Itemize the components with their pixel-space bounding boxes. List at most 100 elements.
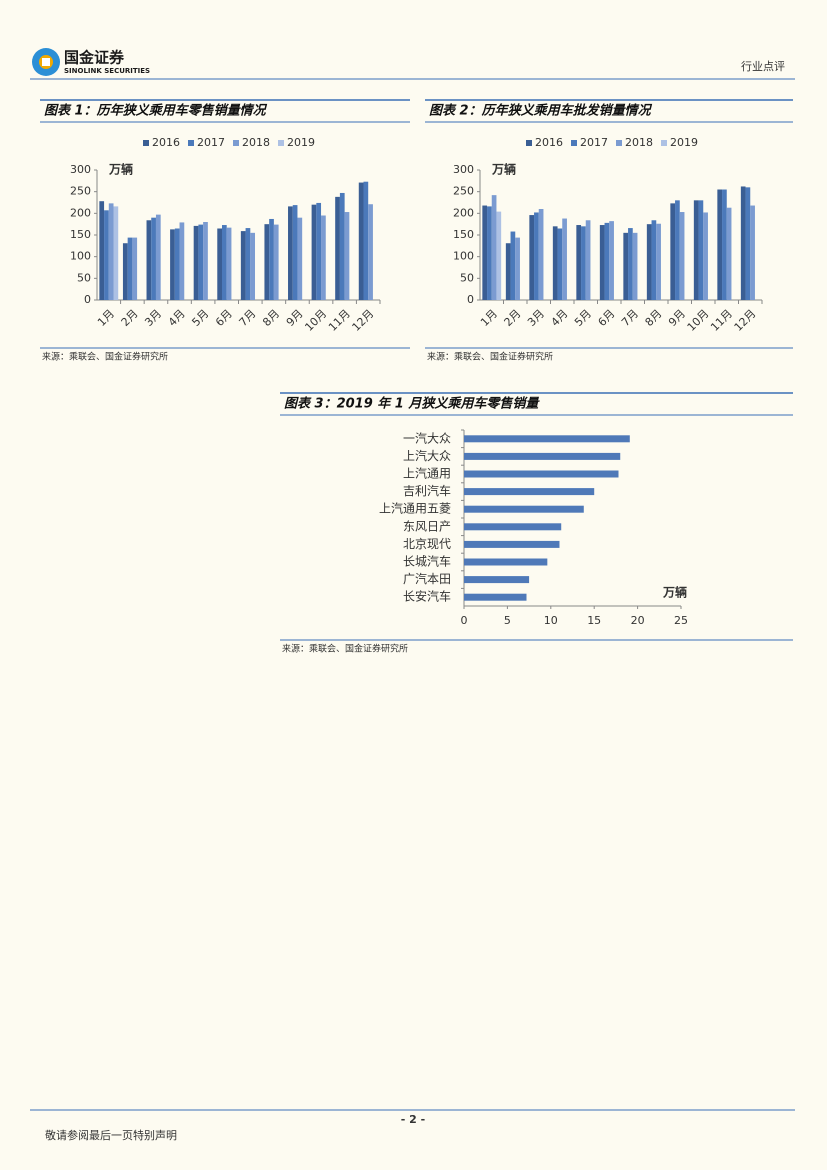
y-tick-label: 200 [70, 206, 91, 219]
legend-swatch [616, 140, 622, 146]
bar [510, 231, 516, 300]
x-tick-label: 7月 [619, 307, 641, 329]
bar [464, 540, 560, 548]
bar [581, 226, 586, 300]
bar [609, 221, 614, 300]
x-tick-label: 5月 [572, 307, 594, 329]
x-tick-label: 5月 [189, 307, 211, 329]
y-tick-label: 长城汽车 [403, 554, 451, 569]
x-tick-label: 11月 [708, 307, 735, 334]
logo-icon-square [42, 58, 50, 66]
bar [496, 211, 502, 300]
bar [538, 209, 544, 300]
bar [722, 189, 727, 300]
bar [651, 220, 657, 300]
bar [693, 200, 699, 300]
bar [604, 222, 610, 300]
x-tick-label: 10月 [302, 307, 329, 334]
bar [675, 200, 680, 300]
figure-title: 图表 3：2019 年 1 月狭义乘用车零售销量 [284, 396, 540, 412]
y-tick-label: 100 [453, 250, 474, 263]
x-axis-label: 万辆 [662, 585, 687, 600]
y-tick-label: 200 [453, 206, 474, 219]
x-tick-label: 2月 [502, 307, 524, 329]
bar [273, 224, 279, 300]
y-tick-label: 吉利汽车 [403, 483, 451, 498]
x-tick-label: 4月 [166, 307, 188, 329]
bar [108, 203, 114, 300]
x-tick-label: 11月 [326, 307, 353, 334]
bar [335, 196, 340, 300]
x-tick-label: 1月 [478, 307, 500, 329]
bar [193, 225, 199, 300]
x-tick-label: 7月 [237, 307, 259, 329]
bar [534, 212, 539, 300]
source: 来源：乘联会、国金证券研究所 [427, 351, 553, 363]
bar [698, 200, 704, 300]
bar [487, 206, 492, 300]
y-tick-label: 250 [453, 185, 474, 198]
bar [221, 225, 227, 300]
bar [623, 232, 629, 300]
x-tick-label: 6月 [213, 307, 235, 329]
bar [297, 217, 303, 300]
legend-label: 2019 [670, 136, 698, 149]
y-tick-label: 300 [70, 163, 91, 176]
bar [358, 182, 364, 300]
bar [344, 212, 350, 300]
y-tick-label: 上汽通用 [403, 466, 451, 481]
legend-label: 2019 [287, 136, 315, 149]
bar [552, 226, 558, 300]
bar [240, 231, 246, 300]
bar [726, 207, 732, 300]
y-tick-label: 250 [70, 185, 91, 198]
x-tick-label: 8月 [643, 307, 665, 329]
x-tick-label: 10月 [685, 307, 712, 334]
bar [127, 237, 133, 300]
legend-label: 2017 [197, 136, 225, 149]
bar [632, 232, 638, 300]
logo-en: SINOLINK SECURITIES [64, 67, 150, 75]
legend-swatch [188, 140, 194, 146]
x-tick-label: 10 [544, 614, 558, 627]
bar [311, 204, 317, 300]
x-tick-label: 1月 [95, 307, 117, 329]
y-tick-label: 上汽大众 [403, 448, 451, 463]
legend-swatch [233, 140, 239, 146]
x-tick-label: 0 [461, 614, 468, 627]
y-axis-label: 万辆 [108, 162, 133, 177]
bar [179, 222, 185, 300]
y-tick-label: 0 [467, 293, 474, 306]
bar [198, 224, 204, 300]
y-tick-label: 上汽通用五菱 [379, 501, 451, 516]
bar [464, 452, 621, 460]
bar [599, 225, 605, 300]
bar [482, 205, 488, 300]
bar [203, 222, 208, 300]
bar [104, 210, 109, 300]
page-number: - 2 - [401, 1113, 425, 1126]
x-tick-label: 8月 [260, 307, 282, 329]
y-tick-label: 广汽本田 [403, 571, 451, 586]
bar [464, 576, 530, 584]
y-tick-label: 150 [70, 228, 91, 241]
x-tick-label: 12月 [350, 307, 377, 334]
bar [464, 505, 584, 513]
bar [155, 214, 161, 300]
bar [113, 206, 119, 300]
legend-swatch [661, 140, 667, 146]
y-axis-label: 万辆 [491, 162, 516, 177]
x-tick-label: 4月 [549, 307, 571, 329]
bar [250, 232, 256, 300]
bar [670, 203, 676, 300]
figure-title: 图表 2：历年狭义乘用车批发销量情况 [429, 103, 653, 119]
bar [170, 229, 175, 300]
bar [226, 227, 232, 300]
bar [339, 192, 345, 300]
bar [217, 228, 222, 300]
bar [288, 206, 293, 300]
legend-swatch [143, 140, 149, 146]
bar [628, 228, 633, 300]
bar [464, 470, 619, 478]
